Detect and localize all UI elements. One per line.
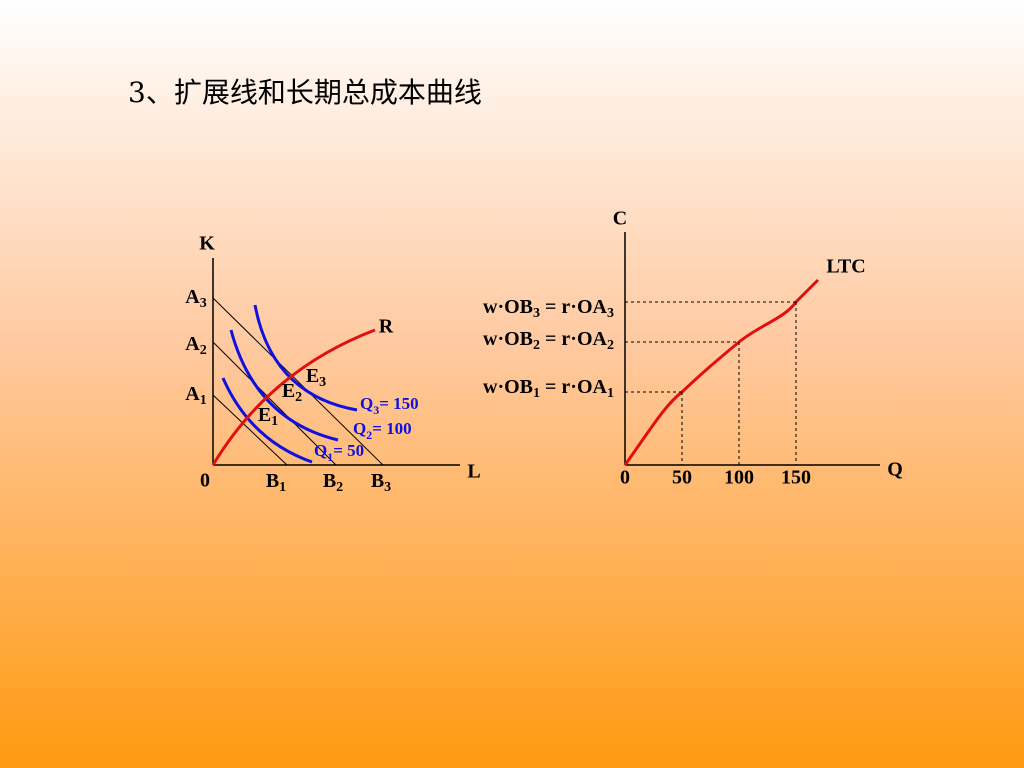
label-part: A	[185, 333, 200, 355]
axis-label: L	[467, 461, 480, 483]
tick-label: 50	[672, 467, 692, 489]
a-label: A1	[185, 383, 206, 409]
equation: w·OB3 = r·OA3	[483, 296, 614, 322]
label-part: = 100	[372, 419, 411, 438]
isoquant-label: Q3= 150	[360, 394, 419, 417]
label-part: = r·OA	[540, 296, 608, 318]
subscript: 1	[327, 450, 333, 464]
label-part: Q	[353, 419, 366, 438]
equation: w·OB1 = r·OA1	[483, 376, 614, 402]
subscript: 2	[533, 338, 540, 353]
b-label: B1	[266, 470, 286, 496]
b-label: B2	[323, 470, 343, 496]
origin-label: 0	[200, 470, 210, 492]
label-part: w·OB	[483, 376, 533, 398]
label-part: A	[185, 286, 200, 308]
subscript: 1	[271, 414, 278, 429]
expansion-path-diagram	[211, 258, 460, 466]
axis-label: C	[613, 208, 627, 230]
isoquant-label: Q2= 100	[353, 419, 412, 442]
subscript: 3	[384, 480, 391, 495]
label-part: B	[323, 470, 336, 492]
tick-label: 100	[724, 467, 754, 489]
isocost-line	[212, 297, 384, 466]
label-part: E	[282, 380, 295, 402]
isoquant	[221, 377, 313, 464]
label-part: = 50	[333, 441, 364, 460]
label-part: Q	[360, 394, 373, 413]
e-label: E2	[282, 380, 302, 406]
label-part: A	[185, 383, 200, 405]
label-part: Q	[314, 441, 327, 460]
subscript: 2	[200, 343, 207, 358]
subscript: 2	[366, 428, 372, 442]
b-label: B3	[371, 470, 391, 496]
isoquant-label: Q1= 50	[314, 441, 364, 464]
subscript: 3	[533, 306, 540, 321]
label-part: B	[371, 470, 384, 492]
slide-title: 3、扩展线和长期总成本曲线	[128, 76, 482, 109]
tick-label: 150	[781, 467, 811, 489]
curve-label: R	[379, 316, 394, 338]
subscript: 3	[319, 375, 326, 390]
ltc-curve	[623, 278, 820, 466]
label-part: B	[266, 470, 279, 492]
subscript: 3	[607, 306, 614, 321]
a-label: A3	[185, 286, 206, 312]
label-part: = r·OA	[540, 376, 608, 398]
tick-label: 0	[620, 467, 630, 489]
ltc-diagram	[623, 232, 880, 466]
equation: w·OB2 = r·OA2	[483, 328, 614, 354]
subscript: 1	[533, 386, 540, 401]
label-part: E	[258, 404, 271, 426]
e-label: E3	[306, 365, 326, 391]
curve-label: LTC	[826, 256, 865, 278]
axis-label: Q	[887, 459, 903, 481]
isoquant	[229, 329, 339, 442]
axis-label: K	[199, 233, 215, 255]
label-part: E	[306, 365, 319, 387]
subscript: 3	[373, 403, 379, 417]
subscript: 2	[295, 390, 302, 405]
label-part: w·OB	[483, 328, 533, 350]
subscript: 1	[200, 393, 207, 408]
label-part: w·OB	[483, 296, 533, 318]
label-part: = r·OA	[540, 328, 608, 350]
isocost-line	[212, 341, 337, 466]
subscript: 3	[200, 296, 207, 311]
subscript: 2	[336, 480, 343, 495]
label-part: = 150	[379, 394, 418, 413]
subscript: 2	[607, 338, 614, 353]
isocost-line	[212, 394, 288, 466]
e-label: E1	[258, 404, 278, 430]
subscript: 1	[279, 480, 286, 495]
a-label: A2	[185, 333, 206, 359]
subscript: 1	[607, 386, 614, 401]
expansion-path	[211, 328, 376, 466]
